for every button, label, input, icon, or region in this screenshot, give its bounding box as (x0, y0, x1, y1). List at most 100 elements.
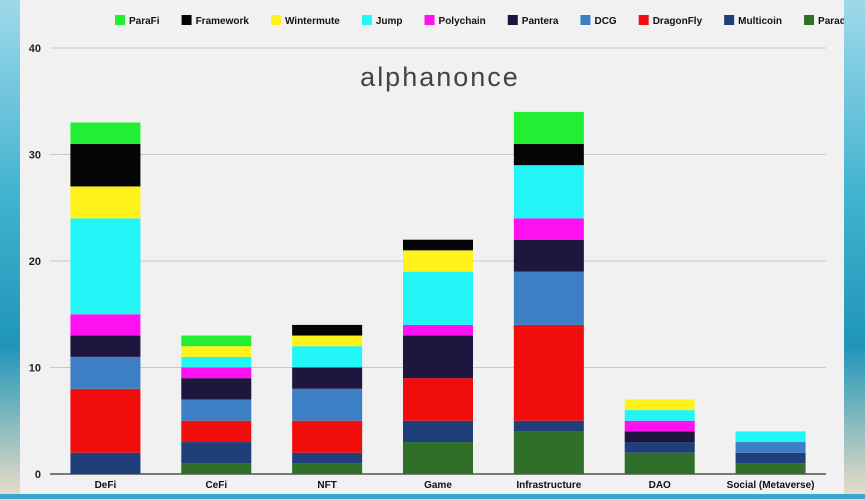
bar-segment-jump-cefi (181, 356, 252, 368)
bar-segment-polychain-infrastructure (513, 218, 584, 240)
y-tick-label: 20 (29, 256, 41, 268)
bar-segment-jump-social-metaverse (735, 431, 806, 443)
legend-item-multicoin: Multicoin (724, 15, 782, 27)
bar-segment-pantera-cefi (181, 378, 252, 400)
bar-segment-dragonfly-defi (70, 388, 141, 453)
x-axis: DeFi CeFi NFT Game Infrastructure DAO Social (… (95, 480, 815, 491)
bar-segment-paradigm-game (403, 442, 473, 474)
bar-segment-framework-nft (292, 324, 363, 336)
legend-swatch (115, 15, 125, 25)
bar-segment-pantera-dao (624, 431, 695, 443)
legend-label: Jump (376, 16, 403, 27)
bar-segment-wintermute-defi (70, 186, 141, 219)
watermark-logo: alphanonce (360, 62, 520, 92)
y-tick-label: 40 (29, 43, 41, 55)
y-axis: 0 10 20 30 40 (29, 43, 41, 481)
bar-segment-jump-defi (70, 218, 141, 315)
bar-segment-pantera-game (403, 335, 473, 379)
bar-segment-multicoin-social-metaverse (735, 452, 806, 464)
x-tick-label: CeFi (205, 480, 227, 491)
x-tick-label: Social (Metaverse) (727, 480, 815, 491)
bar-segment-pantera-nft (292, 367, 363, 389)
bar-segment-dragonfly-infrastructure (513, 324, 584, 421)
legend-label: Polychain (439, 16, 486, 27)
bar-segment-parafi-defi (70, 122, 141, 144)
bar-segment-dcg-infrastructure (513, 271, 584, 325)
bar-segment-multicoin-infrastructure (513, 420, 584, 432)
bar-segment-polychain-dao (624, 420, 695, 432)
bar-segment-jump-game (403, 271, 473, 325)
bar-segment-framework-infrastructure (513, 143, 584, 166)
y-tick-label: 10 (29, 363, 41, 375)
legend-item-jump: Jump (361, 15, 403, 27)
legend-label: Paradigm (818, 16, 844, 27)
bar-segment-multicoin-dao (624, 442, 695, 453)
bar-segment-jump-infrastructure (513, 165, 584, 219)
legend-swatch (804, 15, 815, 25)
legend-label: Multicoin (738, 16, 782, 27)
x-tick-label: DeFi (95, 480, 117, 491)
x-tick-label: DAO (649, 480, 671, 491)
bar-segment-dcg-defi (70, 356, 141, 389)
legend: ParaFi Framework Wintermute Jump Polychain Pa… (115, 15, 864, 27)
legend-item-paradigm: Paradigm (804, 15, 864, 27)
legend-item-dragonfly: DragonFly (638, 15, 703, 27)
stacked-bar-chart: ParaFi Framework Wintermute Jump Polychain Pa… (29, 15, 864, 491)
bar-segment-framework-defi (70, 143, 141, 187)
bar-segment-wintermute-nft (292, 335, 363, 347)
legend-item-wintermute: Wintermute (270, 15, 340, 27)
bar-segment-dcg-cefi (181, 399, 252, 421)
bar-segment-dragonfly-nft (292, 420, 363, 453)
legend-swatch (724, 15, 735, 25)
bar-segment-polychain-defi (70, 314, 141, 336)
chart-panel: ParaFi Framework Wintermute Jump Polychain Pa… (20, 0, 864, 494)
bar-segment-multicoin-game (403, 420, 473, 443)
y-tick-label: 0 (35, 469, 41, 481)
legend-swatch (270, 15, 281, 25)
bar-segment-paradigm-dao (624, 452, 695, 474)
legend-label: DragonFly (653, 16, 703, 27)
legend-item-framework: Framework (181, 15, 250, 27)
bar-segment-dragonfly-game (403, 378, 473, 421)
bar-segment-pantera-infrastructure (513, 239, 584, 272)
bar-segment-wintermute-dao (624, 399, 695, 411)
bar-segment-jump-nft (292, 346, 363, 368)
bar-segment-jump-dao (624, 410, 695, 421)
bar-segment-framework-game (403, 239, 473, 251)
legend-item-polychain: Polychain (424, 15, 486, 27)
bar-segment-dragonfly-cefi (181, 420, 252, 443)
y-tick-label: 30 (29, 150, 41, 162)
legend-swatch (424, 15, 435, 25)
x-tick-label: Infrastructure (516, 480, 581, 491)
bar-segment-parafi-infrastructure (513, 111, 584, 144)
bar-segment-multicoin-defi (70, 452, 141, 474)
bar-segment-pantera-defi (70, 335, 141, 357)
bar-segment-dcg-social-metaverse (735, 442, 806, 453)
legend-label: Framework (196, 16, 250, 27)
legend-label: ParaFi (129, 16, 160, 27)
legend-label: DCG (594, 16, 616, 27)
legend-swatch (507, 15, 518, 25)
legend-label: Wintermute (285, 16, 340, 27)
bar-segment-paradigm-infrastructure (513, 431, 584, 474)
bar-segment-paradigm-nft (292, 463, 363, 474)
legend-item-parafi: ParaFi (115, 15, 160, 27)
bars (70, 111, 806, 474)
x-tick-label: Game (424, 480, 452, 491)
bar-segment-polychain-cefi (181, 367, 252, 379)
legend-swatch (361, 15, 372, 25)
bar-segment-dcg-nft (292, 388, 363, 421)
bar-segment-paradigm-cefi (181, 463, 252, 474)
bar-segment-paradigm-social-metaverse (735, 463, 806, 474)
bar-segment-multicoin-nft (292, 452, 363, 464)
legend-swatch (638, 15, 649, 25)
legend-label: Pantera (522, 16, 559, 27)
bar-segment-parafi-cefi (181, 335, 252, 347)
legend-swatch (181, 15, 192, 25)
x-tick-label: NFT (317, 480, 336, 491)
bar-segment-polychain-game (403, 324, 473, 336)
legend-swatch (580, 15, 591, 25)
bar-segment-wintermute-game (403, 250, 473, 272)
bar-segment-wintermute-cefi (181, 346, 252, 357)
legend-item-pantera: Pantera (507, 15, 559, 27)
